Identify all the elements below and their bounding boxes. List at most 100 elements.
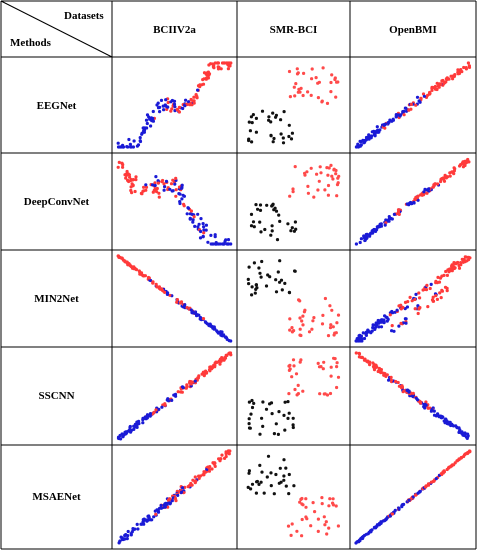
scatter-point	[464, 435, 468, 439]
scatter-point	[441, 470, 445, 474]
scatter-point	[247, 471, 251, 475]
scatter-point	[274, 290, 279, 294]
scatter-point	[390, 324, 394, 328]
scatter-point	[363, 238, 367, 243]
scatter-point	[287, 134, 291, 139]
scatter-point	[124, 533, 128, 537]
scatter-point	[316, 529, 320, 534]
scatter-point	[278, 466, 282, 470]
scatter-point	[265, 203, 269, 207]
scatter-point	[253, 291, 257, 295]
scatter-point	[460, 431, 464, 436]
scatter-point	[173, 182, 177, 186]
scatter-point	[382, 373, 386, 377]
scatter-point	[176, 390, 180, 394]
scatter-point	[293, 220, 297, 224]
scatter-point	[464, 66, 468, 70]
scatter-point	[145, 126, 149, 130]
scatter-point	[222, 242, 226, 246]
scatter-point	[288, 328, 292, 332]
scatter-point	[379, 325, 384, 329]
scatter-point	[277, 213, 281, 217]
scatter-point	[331, 177, 335, 181]
scatter-point	[385, 319, 389, 323]
scatter-point	[247, 422, 251, 426]
scatter-point	[120, 144, 124, 149]
scatter-point	[323, 188, 327, 192]
scatter-point	[174, 188, 178, 192]
scatter-point	[127, 179, 131, 184]
scatter-point	[371, 323, 375, 327]
scatter-point	[154, 408, 158, 412]
scatter-point	[416, 194, 420, 198]
scatter-point	[250, 482, 255, 486]
scatter-point	[274, 115, 278, 119]
scatter-point	[134, 178, 138, 182]
scatter-point	[456, 70, 460, 74]
scatter-point	[190, 212, 194, 216]
scatter-point	[334, 331, 338, 335]
scatter-point	[418, 306, 422, 310]
scatter-point	[374, 365, 378, 370]
scatter-point	[213, 461, 217, 465]
scatter-point	[291, 423, 295, 427]
scatter-point	[269, 471, 273, 475]
scatter-point	[250, 285, 254, 289]
scatter-point	[391, 118, 395, 122]
scatter-point	[387, 218, 391, 222]
scatter-point	[306, 184, 310, 188]
scatter-point	[292, 85, 296, 89]
scatter-point	[169, 182, 174, 186]
scatter-point	[396, 380, 400, 385]
scatter-point	[229, 242, 233, 246]
scatter-point	[289, 533, 293, 538]
row-label-msaenet: MSAENet	[32, 491, 81, 503]
scatter-point	[318, 165, 322, 169]
scatter-point	[316, 96, 320, 100]
scatter-point	[390, 512, 394, 516]
scatter-point	[264, 284, 269, 288]
scatter-point	[333, 357, 337, 361]
scatter-point	[286, 222, 290, 226]
scatter-point	[323, 296, 327, 301]
scatter-point	[254, 130, 258, 134]
scatter-point	[447, 270, 451, 274]
scatter-point	[120, 256, 124, 260]
scatter-point	[212, 66, 216, 70]
scatter-point	[124, 173, 129, 177]
scatter-point	[141, 274, 146, 278]
scatter-point	[457, 263, 461, 268]
scatter-point	[335, 361, 339, 365]
scatter-point	[145, 416, 149, 420]
scatter-point	[173, 497, 177, 501]
scatter-point	[184, 98, 188, 102]
scatter-point	[358, 538, 362, 542]
scatter-point	[194, 479, 198, 483]
scatter-point	[223, 356, 227, 360]
scatter-point	[139, 271, 144, 275]
scatter-point	[326, 193, 330, 197]
scatter-point	[128, 175, 132, 179]
scatter-point	[460, 257, 464, 261]
scatter-point	[402, 389, 406, 393]
scatter-point	[419, 401, 423, 405]
scatter-point	[162, 188, 166, 192]
scatter-point	[141, 421, 145, 425]
scatter-point	[385, 373, 389, 377]
scatter-point	[196, 212, 200, 216]
scatter-point	[290, 375, 294, 379]
scatter-point	[432, 479, 436, 483]
scatter-point	[249, 115, 253, 119]
scatter-point	[333, 76, 337, 80]
scatter-point	[270, 224, 274, 228]
scatter-point	[291, 187, 295, 191]
scatter-point	[272, 208, 276, 212]
scatter-point	[169, 109, 173, 113]
row-label-deepconvnet: DeepConvNet	[24, 196, 90, 208]
scatter-point	[431, 299, 436, 303]
header-diagonal-line	[0, 0, 113, 58]
scatter-point	[250, 398, 254, 403]
scatter-point	[300, 517, 304, 522]
scatter-point	[183, 104, 187, 108]
scatter-point	[414, 292, 418, 296]
